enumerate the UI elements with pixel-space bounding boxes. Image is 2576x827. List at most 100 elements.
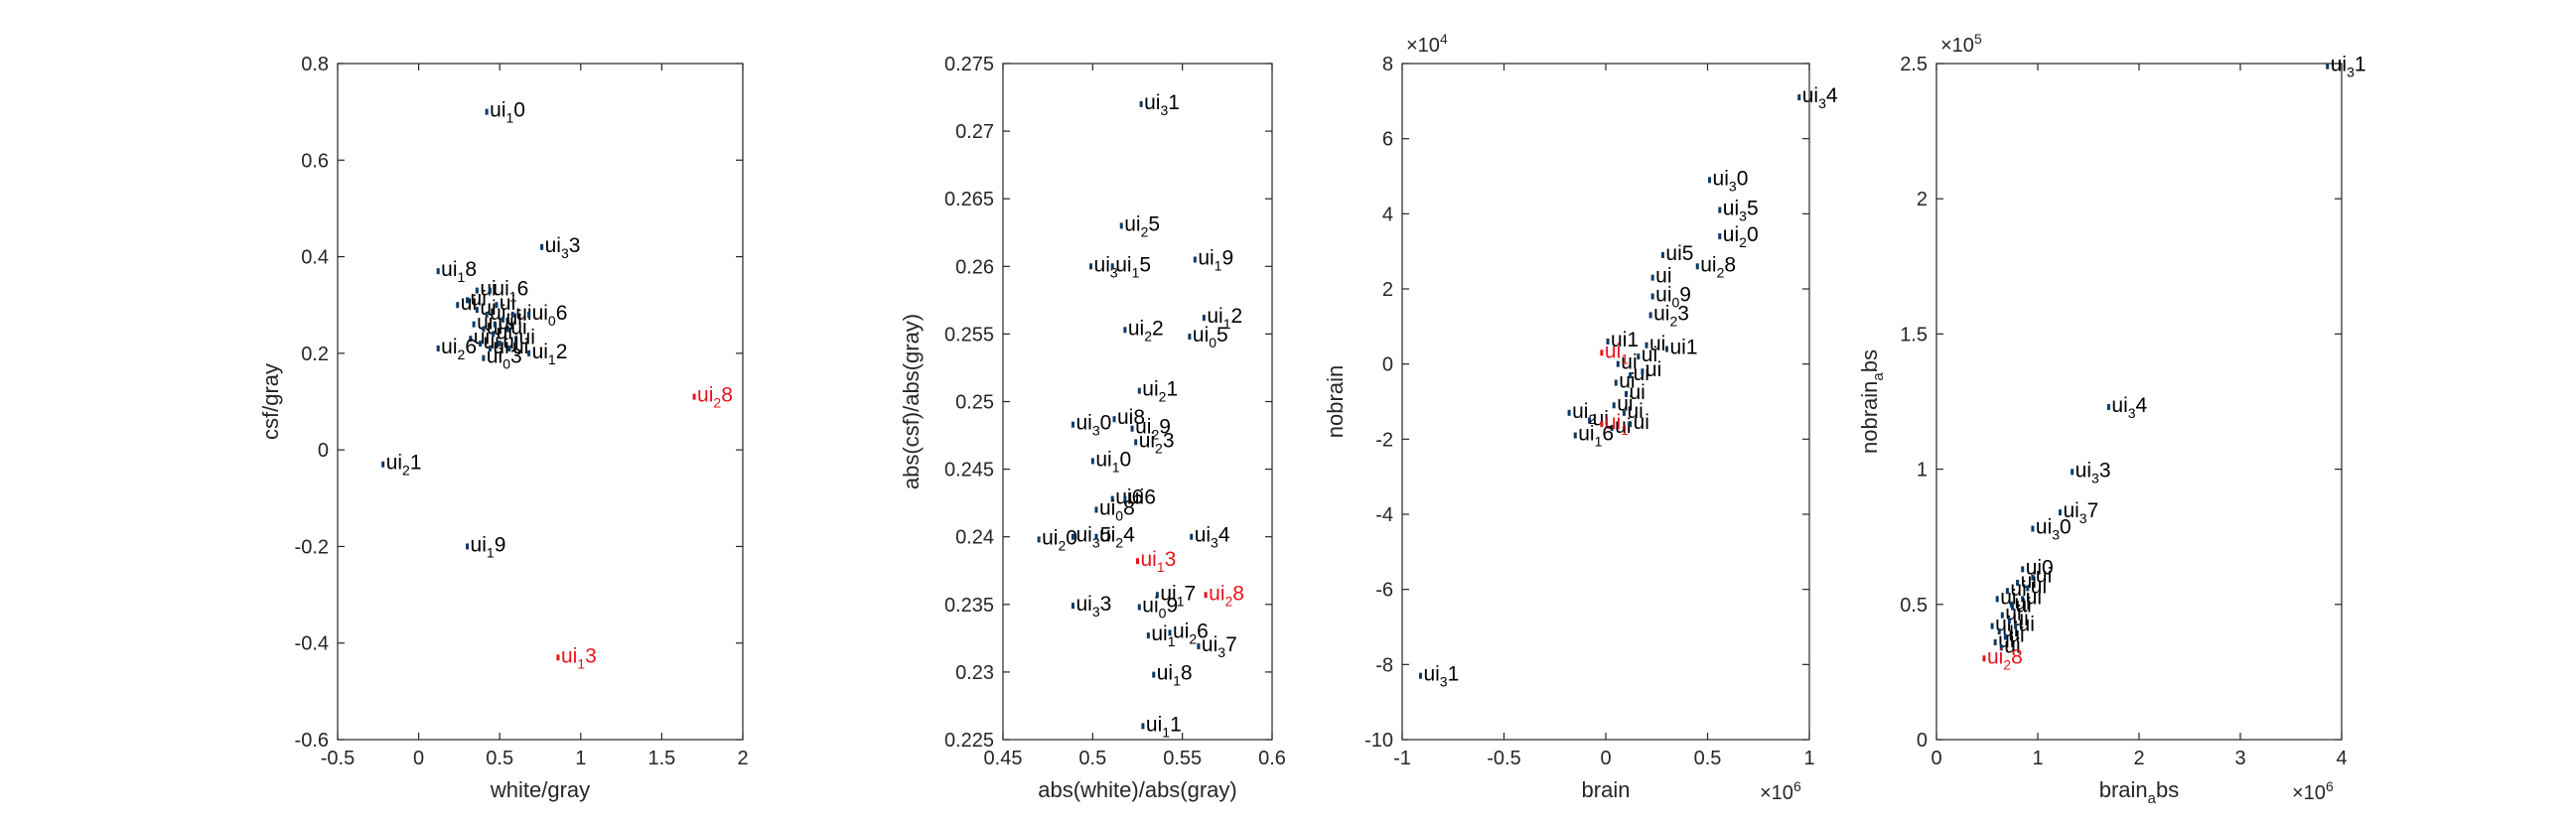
data-point bbox=[2326, 63, 2330, 69]
y-tick-label: 1 bbox=[1917, 460, 1928, 482]
data-point bbox=[1089, 263, 1093, 270]
data-point bbox=[1650, 293, 1654, 300]
point-label: ui23 bbox=[1139, 429, 1175, 456]
data-point bbox=[1629, 421, 1633, 428]
y-tick-label: -8 bbox=[1375, 654, 1393, 676]
cluster-label: ui bbox=[519, 326, 535, 348]
y-tick-label: 0.25 bbox=[955, 392, 994, 414]
data-point bbox=[472, 321, 476, 328]
point-label: ui23 bbox=[1653, 302, 1689, 329]
point-label: ui09 bbox=[1655, 284, 1691, 311]
data-point bbox=[1155, 592, 1159, 599]
cluster-label: ui bbox=[1627, 400, 1643, 423]
cluster-label: ui bbox=[1634, 411, 1649, 434]
cluster-label: ui bbox=[484, 331, 500, 353]
subplot-grid: -0.5 0 0.5 1 1.5 2 -0.6 -0.4 -0.2 0 0.2 0.4 0.6 0.8 wh… bbox=[258, 31, 2366, 807]
y-tick-label: 0.23 bbox=[955, 662, 994, 684]
data-point bbox=[505, 326, 509, 333]
data-point bbox=[527, 311, 531, 318]
cluster-label: ui bbox=[2026, 586, 2042, 609]
point-label: ui6 bbox=[1128, 486, 1156, 509]
point-label: ui22 bbox=[1128, 317, 1164, 344]
x-exponent-label: ×106 bbox=[2292, 778, 2334, 804]
y-tick-label: 4 bbox=[1382, 204, 1393, 225]
point-label: ui3 bbox=[1094, 253, 1118, 280]
data-point bbox=[1110, 263, 1114, 270]
data-point bbox=[510, 311, 514, 318]
subplot-2: 0.45 0.5 0.55 0.6 0.225 0.23 0.235 0.24 0.245 0.2… bbox=[899, 54, 1286, 802]
data-point bbox=[1665, 345, 1668, 352]
point-label: ui34 bbox=[2111, 394, 2147, 421]
data-point bbox=[1037, 536, 1041, 543]
y-tick-label: 0.245 bbox=[944, 460, 994, 482]
data-point bbox=[1614, 379, 1618, 386]
y-tick-label: 0.5 bbox=[1900, 595, 1928, 617]
data-point bbox=[1119, 222, 1123, 229]
highlighted-point-label: ui1 bbox=[1605, 411, 1629, 438]
cluster-label: ui bbox=[515, 302, 531, 325]
data-point bbox=[1094, 506, 1098, 513]
y-tick-label: 8 bbox=[1382, 54, 1393, 75]
x-tick-label: 2 bbox=[737, 748, 748, 769]
y-tick-label: -0.6 bbox=[295, 730, 329, 752]
y-axis-label: abs(csf)/abs(gray) bbox=[899, 314, 924, 489]
data-point bbox=[2031, 574, 2035, 581]
cluster-label: ui bbox=[2014, 592, 2030, 615]
point-label: ui35 bbox=[1075, 524, 1111, 551]
data-point bbox=[507, 345, 511, 351]
point-label: ui15 bbox=[1115, 253, 1151, 280]
highlighted-point-label: ui28 bbox=[1987, 645, 2023, 672]
data-point bbox=[1123, 495, 1127, 502]
x-tick-label: 4 bbox=[2336, 748, 2347, 769]
data-point bbox=[2071, 469, 2075, 476]
data-point bbox=[488, 345, 492, 351]
cluster-label: ui bbox=[1642, 344, 1657, 366]
data-point bbox=[488, 287, 492, 294]
y-tick-label: 0.8 bbox=[301, 54, 329, 75]
data-point bbox=[1071, 603, 1074, 610]
data-point bbox=[1130, 425, 1134, 432]
cluster-label: ui bbox=[480, 297, 496, 320]
x-tick-label: -1 bbox=[1393, 748, 1411, 769]
data-point bbox=[1146, 632, 1150, 639]
data-point bbox=[2021, 596, 2025, 603]
cluster-label: ui bbox=[1617, 392, 1633, 415]
data-point bbox=[1999, 644, 2003, 651]
data-point bbox=[1134, 439, 1138, 446]
data-point bbox=[2026, 585, 2030, 592]
cluster-label: ui bbox=[2036, 565, 2052, 588]
x-tick-label: 1 bbox=[575, 748, 586, 769]
data-point bbox=[498, 341, 501, 347]
data-point bbox=[1168, 629, 1172, 636]
point-label: ui18 bbox=[441, 258, 477, 285]
cluster-label: ui bbox=[502, 331, 518, 353]
data-point bbox=[1197, 643, 1201, 650]
data-point bbox=[492, 331, 496, 338]
data-point bbox=[482, 326, 486, 333]
point-label: ui12 bbox=[532, 341, 568, 367]
data-point bbox=[1418, 672, 1422, 679]
y-tick-label: 2 bbox=[1382, 279, 1393, 301]
data-point bbox=[540, 243, 544, 250]
x-tick-label: 0.45 bbox=[984, 748, 1023, 769]
point-label: ui16 bbox=[1578, 423, 1614, 450]
x-tick-label: 0 bbox=[1931, 748, 1941, 769]
highlighted-data-point bbox=[1204, 592, 1208, 599]
point-label: ui06 bbox=[532, 302, 568, 329]
x-axis-label: abs(white)/abs(gray) bbox=[1038, 777, 1237, 802]
cluster-label: ui bbox=[487, 317, 502, 340]
y-exponent-label: ×104 bbox=[1406, 31, 1448, 57]
data-point bbox=[1137, 387, 1141, 394]
point-label: ui1 bbox=[1151, 622, 1175, 649]
x-tick-label: 0.5 bbox=[1078, 748, 1106, 769]
y-exponent-label: ×105 bbox=[1940, 31, 1982, 57]
point-label: ui28 bbox=[1700, 253, 1736, 280]
x-axis-label: white/gray bbox=[490, 777, 590, 802]
data-point bbox=[1188, 334, 1192, 341]
data-point bbox=[1622, 409, 1626, 416]
x-axis-label: brain bbox=[1582, 777, 1631, 802]
cluster-label: ui bbox=[493, 336, 508, 358]
data-point bbox=[485, 311, 489, 318]
y-axis-label: nobrainabs bbox=[1857, 349, 1887, 454]
